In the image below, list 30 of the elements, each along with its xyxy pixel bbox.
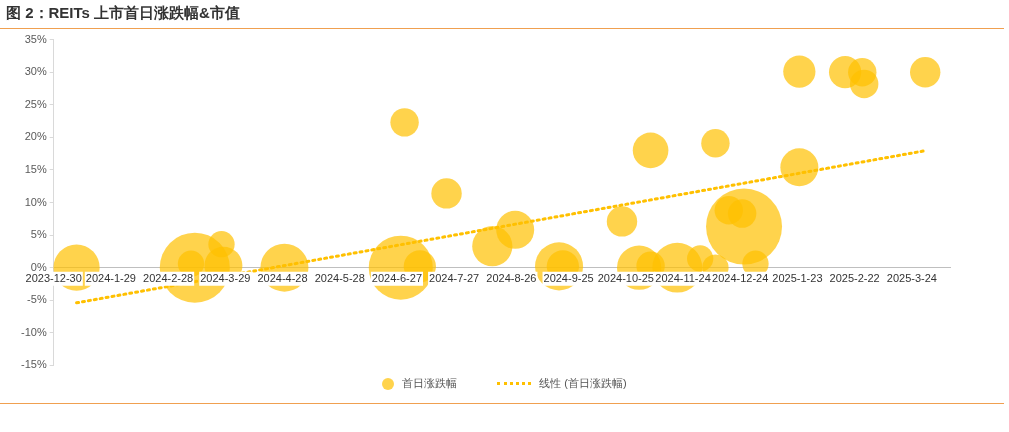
x-tick-label: 2025-1-23 — [772, 272, 823, 285]
x-tick-label: 2024-11-24 — [655, 272, 711, 285]
x-tick-label: 2024-10-25 — [597, 272, 654, 285]
y-tick-label: 10% — [24, 195, 47, 208]
x-tick-label: 2025-3-24 — [886, 272, 937, 285]
x-tick-label: 2024-1-29 — [85, 272, 136, 285]
x-tick-label: 2024-3-29 — [200, 272, 251, 285]
x-tick-label: 2023-12-30 — [25, 272, 82, 285]
y-tick-label: 15% — [24, 162, 47, 175]
x-tick-label: 2024-5-28 — [314, 272, 365, 285]
legend-label: 首日涨跌幅 — [402, 376, 458, 391]
x-tick-label: 2024-9-25 — [543, 272, 594, 285]
x-tick-label: 2024-4-28 — [257, 272, 308, 285]
chart-title: 图 2：REITs 上市首日涨跌幅&市值 — [6, 4, 240, 23]
y-tick-label: 35% — [24, 32, 47, 45]
x-tick-label: 2024-12-24 — [712, 272, 769, 285]
x-tick-label: 2024-2-28 — [143, 272, 194, 285]
y-tick-label: -5% — [27, 293, 47, 306]
x-tick-label: 2024-7-27 — [429, 272, 480, 285]
x-tick-label: 2024-8-26 — [486, 272, 537, 285]
y-tick-label: -10% — [20, 325, 47, 338]
y-tick-label: 0% — [30, 260, 47, 273]
y-tick-label: 5% — [30, 228, 47, 241]
y-tick-label: -15% — [20, 358, 47, 371]
y-tick-label: 25% — [24, 97, 47, 110]
y-tick-label: 20% — [24, 130, 47, 143]
legend-label: 线性 (首日涨跌幅) — [539, 376, 627, 391]
x-tick-label: 2025-2-22 — [829, 272, 880, 285]
y-tick-label: 30% — [24, 65, 47, 78]
x-tick-label: 2024-6-27 — [371, 272, 423, 285]
